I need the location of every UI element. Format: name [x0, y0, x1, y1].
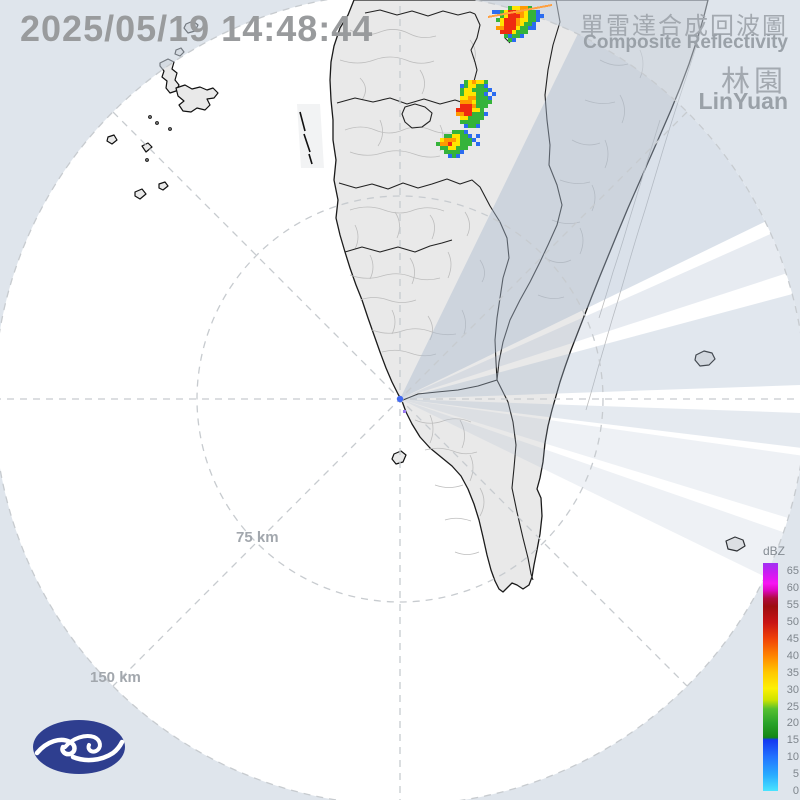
- green-island: [694, 350, 716, 367]
- penghu-main-island: [175, 84, 219, 113]
- cwb-logo: [33, 720, 125, 774]
- penghu-islet: [158, 181, 169, 191]
- radar-site-markers: [396, 395, 406, 413]
- sandbar-islets: [299, 111, 313, 165]
- tainan-lagoon: [297, 104, 324, 168]
- cwb-logo-wave: [34, 734, 125, 763]
- ring-75km: [196, 195, 604, 603]
- penghu-islet: [141, 142, 153, 153]
- penghu-islet: [134, 188, 147, 200]
- radar-echoes: [436, 4, 553, 158]
- taiwan-landmass: [329, 0, 709, 593]
- township-boundaries: [339, 27, 703, 555]
- penghu-islet: [106, 134, 118, 145]
- lanyu-island: [725, 536, 746, 552]
- radar-site-dot: [396, 395, 404, 403]
- liuqiu-island: [391, 450, 407, 465]
